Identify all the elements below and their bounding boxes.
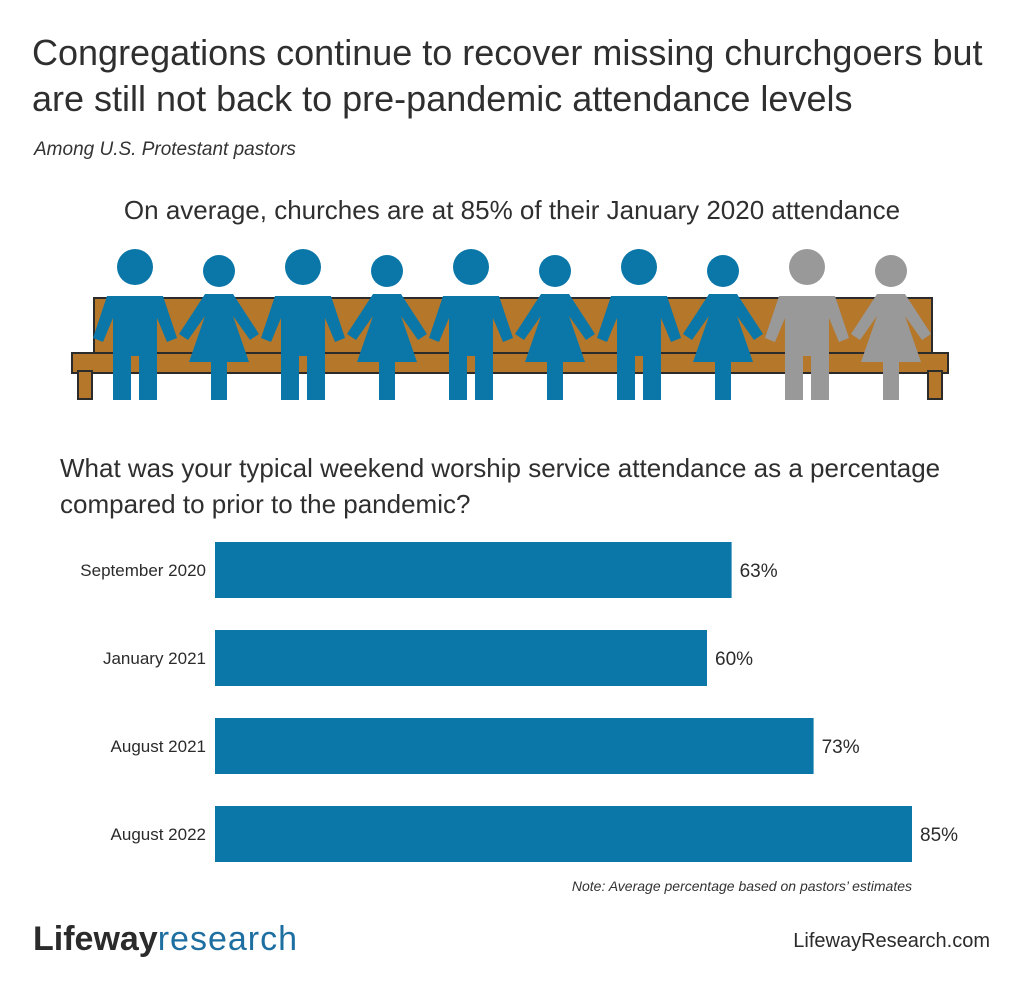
- survey-question: What was your typical weekend worship se…: [60, 453, 941, 519]
- man-figure-icon: [429, 249, 513, 400]
- man-figure-icon: [597, 249, 681, 400]
- bar: [215, 806, 912, 862]
- chart-note: Note: Average percentage based on pastor…: [571, 878, 912, 894]
- pew-pictogram: [71, 249, 949, 400]
- bar: [215, 718, 814, 774]
- website-url: LifewayResearch.com: [793, 930, 990, 952]
- bar: [215, 630, 707, 686]
- woman-figure-icon: [179, 255, 259, 400]
- average-statement: On average, churches are at 85% of their…: [123, 195, 901, 225]
- man-figure-icon: [261, 249, 345, 400]
- category-label: January 2021: [103, 649, 206, 668]
- woman-figure-icon: [347, 255, 427, 400]
- category-label: August 2022: [111, 825, 206, 844]
- woman-figure-icon: [851, 255, 931, 400]
- value-label: 73%: [822, 737, 860, 758]
- man-figure-icon: [765, 249, 849, 400]
- value-label: 60%: [715, 649, 753, 670]
- woman-figure-icon: [683, 255, 763, 400]
- value-label: 63%: [740, 561, 778, 582]
- value-label: 85%: [920, 825, 958, 846]
- category-label: August 2021: [111, 737, 206, 756]
- chart-title: Congregations continue to recover missin…: [32, 32, 983, 119]
- brand-accent: research: [157, 920, 298, 958]
- category-label: September 2020: [80, 561, 206, 580]
- man-figure-icon: [93, 249, 177, 400]
- brand-name: Lifeway: [33, 920, 158, 958]
- woman-figure-icon: [515, 255, 595, 400]
- chart-subtitle: Among U.S. Protestant pastors: [34, 139, 296, 160]
- attendance-bar-chart: September 2020 63% January 2021 60% August 2…: [80, 542, 958, 862]
- brand-logo: Lifewayresearch: [33, 920, 298, 959]
- bar: [215, 542, 732, 598]
